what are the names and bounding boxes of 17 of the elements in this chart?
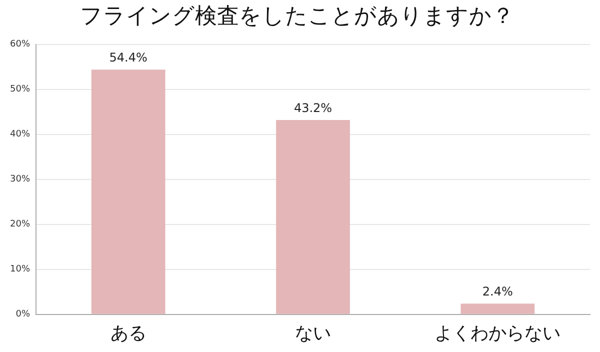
x-tick-label: ない (295, 322, 331, 344)
bar (460, 304, 535, 314)
bar (91, 70, 166, 314)
y-tick-label: 50% (10, 84, 30, 95)
y-tick-label: 0% (16, 310, 30, 320)
bar (276, 120, 350, 314)
y-tick-label: 30% (10, 174, 30, 185)
data-label: 54.4% (109, 50, 148, 65)
x-tick-label: ある (110, 322, 146, 344)
chart-title: フライング検査をしたことがありますか？ (80, 4, 514, 29)
y-tick-label: 60% (10, 40, 30, 50)
data-label: 43.2% (294, 101, 332, 116)
y-tick-label: 40% (10, 130, 30, 140)
y-tick-label: 10% (10, 264, 30, 275)
data-label: 2.4% (482, 284, 513, 299)
y-tick-label: 20% (10, 220, 30, 230)
x-tick-label: よくわからない (434, 322, 561, 344)
